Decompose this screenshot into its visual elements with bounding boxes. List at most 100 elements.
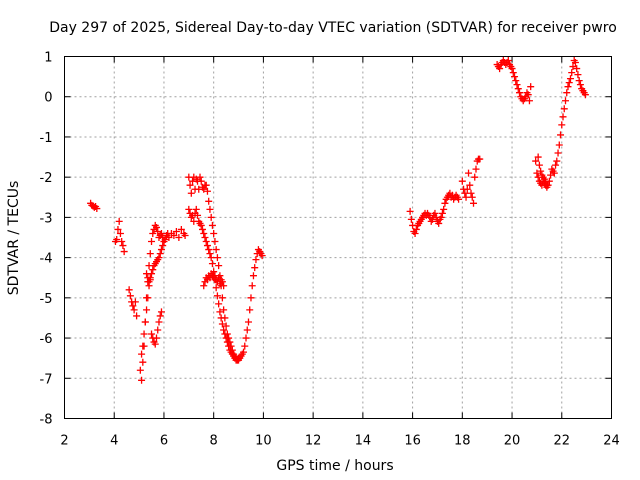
data-point-marker (437, 213, 445, 221)
data-point-marker (149, 266, 157, 274)
data-point-marker (205, 197, 213, 205)
data-point-marker (113, 236, 121, 244)
x-tick-label: 14 (355, 434, 372, 449)
data-point-marker (148, 330, 156, 338)
series-seg14 (534, 153, 551, 189)
data-point-marker (140, 330, 148, 338)
data-point-marker (185, 205, 193, 213)
data-point-marker (527, 83, 535, 91)
data-point-marker (206, 205, 214, 213)
data-point-marker (458, 177, 466, 185)
data-point-marker (537, 167, 545, 175)
data-point-marker (216, 308, 224, 316)
data-point-marker (143, 270, 151, 278)
data-point-marker (218, 294, 226, 302)
y-tick-label: 0 (44, 91, 52, 106)
gridlines (64, 56, 612, 419)
data-point-marker (139, 358, 147, 366)
series-seg3 (125, 286, 141, 320)
data-point-marker (119, 242, 127, 250)
series-seg5 (138, 238, 168, 358)
data-point-marker (465, 169, 473, 177)
data-point-marker (222, 322, 230, 330)
data-point-marker (220, 326, 228, 334)
data-point-marker (160, 238, 168, 246)
data-point-marker (470, 199, 478, 207)
data-point-marker (248, 282, 256, 290)
data-point-marker (131, 298, 139, 306)
series-seg9 (200, 270, 228, 290)
y-tick-label: 1 (44, 51, 52, 66)
data-point-marker (202, 181, 210, 189)
data-point-marker (206, 250, 214, 258)
data-point-marker (217, 314, 225, 322)
data-point-marker (220, 282, 228, 290)
data-point-marker (511, 73, 519, 81)
y-tick-label: -7 (40, 372, 53, 387)
data-point-marker (547, 171, 555, 179)
data-point-marker (181, 231, 189, 239)
data-point-marker (144, 294, 152, 302)
data-point-marker (246, 306, 254, 314)
data-point-marker (154, 326, 162, 334)
data-point-marker (138, 350, 146, 358)
x-tick-label: 4 (110, 434, 118, 449)
data-point-marker (241, 342, 249, 350)
data-point-marker (192, 205, 200, 213)
x-tick-label: 16 (404, 434, 421, 449)
data-point-marker (156, 312, 164, 320)
data-point-marker (175, 234, 183, 241)
data-point-marker (251, 264, 259, 272)
y-tick-label: -2 (40, 171, 53, 186)
data-point-marker (562, 97, 570, 105)
data-point-marker (534, 153, 542, 161)
data-point-marker (220, 306, 228, 314)
data-point-marker (203, 187, 211, 195)
data-point-marker (170, 231, 178, 239)
data-point-marker (435, 219, 443, 227)
data-point-marker (508, 65, 516, 73)
data-point-marker (211, 272, 219, 280)
data-point-marker (223, 338, 231, 346)
data-point-marker (513, 81, 521, 89)
data-point-marker (196, 173, 204, 181)
y-axis-title: SDTVAR / TECUs (6, 181, 22, 296)
x-tick-label: 8 (210, 434, 218, 449)
x-tick-label: 18 (454, 434, 471, 449)
x-tick-label: 24 (603, 434, 620, 449)
x-tick-label: 10 (255, 434, 272, 449)
series-seg12 (493, 57, 535, 105)
data-point-marker (462, 193, 470, 201)
data-point-marker (205, 246, 213, 254)
data-point-marker (212, 284, 220, 292)
data-point-marker (118, 238, 126, 246)
data-point-marker (428, 215, 436, 223)
data-point-marker (222, 334, 230, 342)
data-point-marker (201, 234, 209, 241)
data-point-marker (213, 254, 221, 262)
x-tick-label: 22 (553, 434, 570, 449)
y-tick-label: -6 (40, 332, 53, 347)
data-point-marker (165, 234, 173, 241)
data-point-marker (215, 262, 223, 270)
data-point-marker (243, 326, 251, 334)
data-point-marker (141, 318, 149, 326)
data-point-marker (438, 209, 446, 217)
y-tick-label: -4 (40, 252, 53, 267)
data-point-marker (565, 79, 573, 87)
data-point-marker (200, 282, 208, 290)
data-point-marker (187, 189, 195, 197)
data-point-marker (559, 113, 567, 121)
data-point-marker (208, 260, 216, 268)
data-point-marker (213, 292, 221, 300)
data-point-marker (471, 173, 479, 181)
data-point-marker (197, 177, 205, 185)
data-point-marker (130, 306, 138, 314)
data-point-marker (126, 292, 134, 300)
data-point-marker (455, 195, 463, 203)
x-axis-title: GPS time / hours (276, 458, 393, 474)
x-tick-label: 12 (305, 434, 322, 449)
data-point-marker (203, 242, 211, 250)
data-point-marker (208, 221, 216, 229)
